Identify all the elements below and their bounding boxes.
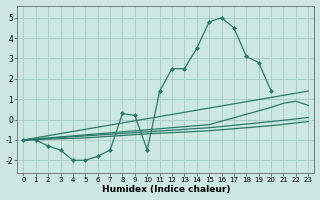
X-axis label: Humidex (Indice chaleur): Humidex (Indice chaleur) [101,185,230,194]
